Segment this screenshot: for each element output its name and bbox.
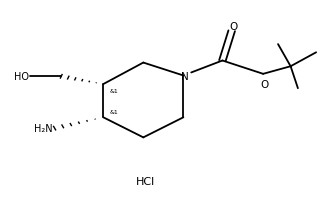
Text: &1: &1 [109, 88, 118, 93]
Text: O: O [261, 79, 269, 89]
Text: &1: &1 [109, 110, 118, 114]
Text: HCl: HCl [136, 177, 155, 186]
Text: O: O [230, 22, 238, 32]
Text: HO: HO [14, 72, 29, 82]
Text: H₂N: H₂N [34, 124, 53, 133]
Text: N: N [181, 72, 189, 81]
